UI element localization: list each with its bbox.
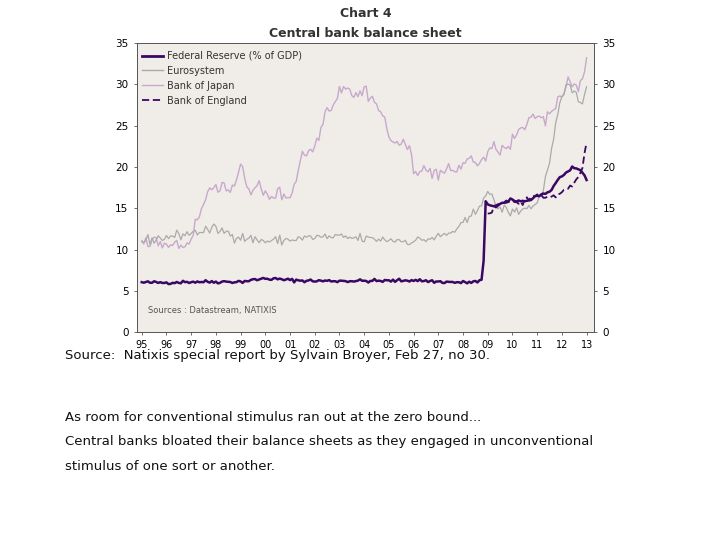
Legend: Federal Reserve (% of GDP), Eurosystem, Bank of Japan, Bank of England: Federal Reserve (% of GDP), Eurosystem, … xyxy=(142,51,302,105)
Text: Source:  Natixis special report by Sylvain Broyer, Feb 27, no 30.: Source: Natixis special report by Sylvai… xyxy=(65,349,490,362)
Text: Central bank balance sheet: Central bank balance sheet xyxy=(269,28,462,40)
Text: stimulus of one sort or another.: stimulus of one sort or another. xyxy=(65,460,274,473)
Text: Chart 4: Chart 4 xyxy=(340,7,391,20)
Text: Central banks bloated their balance sheets as they engaged in unconventional: Central banks bloated their balance shee… xyxy=(65,435,593,449)
Text: Sources : Datastream, NATIXIS: Sources : Datastream, NATIXIS xyxy=(148,306,277,315)
Text: As room for conventional stimulus ran out at the zero bound...: As room for conventional stimulus ran ou… xyxy=(65,411,481,424)
